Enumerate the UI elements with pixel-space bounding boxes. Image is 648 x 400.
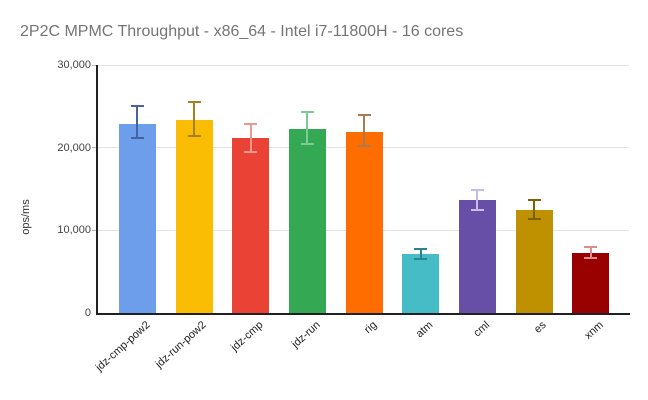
error-bar-cap-bottom — [357, 145, 371, 147]
bar-cml — [458, 199, 496, 313]
x-tick-label-es: es — [532, 319, 550, 336]
x-tick-label-jdz-cmp-pow2: jdz-cmp-pow2 — [93, 319, 153, 374]
error-bar-line — [363, 115, 365, 146]
y-axis-tick — [92, 229, 97, 231]
error-bar-line — [193, 102, 195, 137]
error-bar-cap-bottom — [130, 136, 144, 139]
error-bar-line — [249, 123, 252, 152]
x-tick-label-xnm: xnm — [582, 319, 606, 342]
bar-jdz-cmp — [232, 137, 270, 313]
bar-rig — [345, 131, 383, 313]
error-bar-cap-top — [300, 111, 314, 114]
gridline — [97, 64, 629, 66]
x-tick-label-atm: atm — [414, 319, 436, 341]
error-bar-cap-bottom — [244, 150, 258, 153]
y-tick-label: 30,000 — [57, 59, 91, 71]
y-tick-label: 0 — [84, 307, 91, 319]
x-tick-label-jdz-cmp: jdz-cmp — [229, 319, 266, 354]
error-bar-cap-top — [414, 248, 428, 251]
error-bar-cap-top — [527, 198, 541, 201]
bar-jdz-run — [288, 128, 326, 313]
error-bar-line — [306, 112, 309, 144]
bar-es — [515, 209, 553, 313]
x-tick-label-jdz-run-pow2: jdz-run-pow2 — [153, 319, 210, 371]
error-bar-line — [476, 189, 479, 210]
error-bar-cap-top — [357, 114, 371, 117]
error-bar-cap-top — [187, 101, 201, 104]
error-bar-cap-top — [584, 245, 598, 248]
bar-atm — [402, 254, 440, 313]
bar-jdz-cmp-pow2 — [118, 123, 156, 313]
error-bar-cap-bottom — [300, 142, 314, 145]
error-bar-line — [136, 105, 139, 138]
error-bar-cap-top — [130, 104, 144, 107]
error-bar-cap-bottom — [187, 135, 201, 138]
bar-jdz-run-pow2 — [175, 119, 213, 313]
error-bar-cap-bottom — [584, 256, 598, 259]
y-tick-label: 20,000 — [57, 141, 91, 154]
y-axis-tick — [92, 147, 97, 149]
error-bar-cap-bottom — [414, 258, 428, 261]
error-bar-cap-bottom — [527, 217, 541, 220]
error-bar-line — [419, 249, 422, 260]
chart-title: 2P2C MPMC Throughput - x86_64 - Intel i7… — [20, 23, 464, 40]
error-bar-cap-bottom — [470, 208, 484, 211]
bar-xnm — [572, 253, 610, 313]
y-axis-tick — [92, 64, 97, 66]
y-tick-label: 10,000 — [57, 224, 91, 237]
error-bar-cap-top — [470, 188, 484, 191]
x-tick-label-cml: cml — [471, 319, 493, 340]
error-bar-cap-top — [244, 122, 258, 125]
error-bar-line — [589, 246, 592, 258]
y-axis-line — [96, 65, 98, 315]
x-tick-label-rig: rig — [361, 319, 380, 337]
y-axis-title: ops/ms — [20, 199, 32, 235]
x-axis-line — [96, 313, 630, 315]
error-bar-line — [533, 199, 535, 219]
x-tick-label-jdz-run: jdz-run — [289, 319, 323, 351]
